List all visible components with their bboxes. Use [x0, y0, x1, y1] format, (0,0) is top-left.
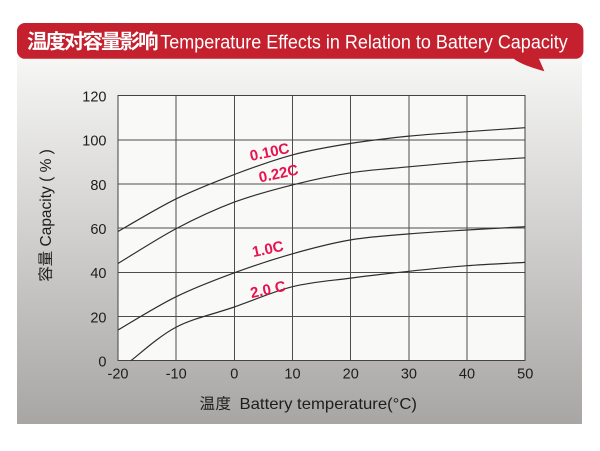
svg-text:0: 0	[230, 367, 238, 383]
svg-text:20: 20	[90, 310, 106, 326]
svg-text:1.0C: 1.0C	[251, 238, 286, 261]
svg-text:-20: -20	[108, 367, 129, 383]
svg-text:100: 100	[82, 134, 106, 150]
svg-text:30: 30	[401, 367, 417, 383]
svg-text:50: 50	[517, 367, 533, 383]
svg-text:Battery temperature(°C): Battery temperature(°C)	[240, 396, 418, 413]
svg-text:Temperature Effects in Relatio: Temperature Effects in Relation to Batte…	[160, 33, 568, 54]
svg-text:120: 120	[82, 90, 106, 106]
svg-text:Capacity ( % ): Capacity ( % )	[38, 149, 55, 246]
svg-text:0: 0	[98, 355, 106, 371]
svg-text:10: 10	[284, 367, 300, 383]
svg-text:80: 80	[90, 178, 106, 194]
svg-text:60: 60	[90, 222, 106, 238]
svg-text:-10: -10	[166, 367, 187, 383]
svg-text:40: 40	[459, 367, 475, 383]
svg-text:40: 40	[90, 266, 106, 282]
svg-text:20: 20	[343, 367, 359, 383]
